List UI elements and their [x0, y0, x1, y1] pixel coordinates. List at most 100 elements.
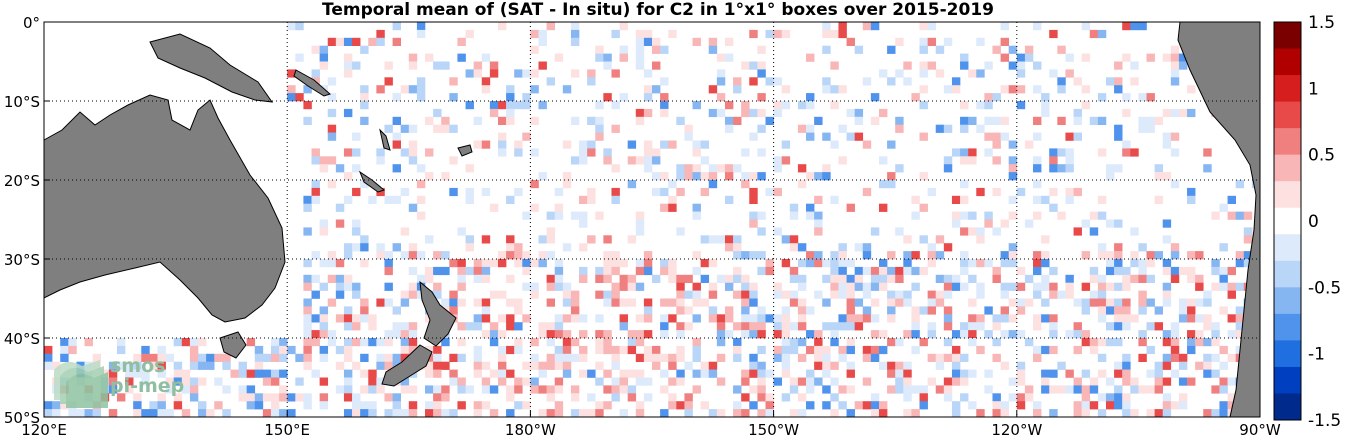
difference-cell: [635, 29, 645, 39]
difference-cell: [789, 322, 799, 331]
difference-cell: [660, 385, 669, 394]
difference-cell: [1081, 330, 1091, 339]
difference-cell: [1162, 259, 1172, 268]
difference-cell: [846, 203, 855, 212]
difference-cell: [903, 259, 912, 268]
difference-cell: [465, 29, 474, 39]
logo-waves-icon: [54, 360, 108, 408]
difference-cell: [554, 274, 564, 283]
difference-cell: [789, 385, 799, 394]
difference-cell: [838, 266, 847, 276]
difference-cell: [530, 282, 539, 291]
difference-cell: [1162, 266, 1172, 276]
difference-cell: [506, 93, 515, 102]
difference-cell: [352, 409, 361, 418]
difference-cell: [1187, 330, 1196, 339]
difference-cell: [797, 180, 807, 189]
colorbar-tick-label: 1.5: [1308, 13, 1335, 33]
difference-cell: [797, 259, 807, 268]
difference-cell: [303, 345, 312, 355]
difference-cell: [862, 140, 872, 149]
difference-cell: [870, 227, 880, 236]
difference-cell: [1008, 393, 1018, 402]
difference-cell: [643, 298, 653, 307]
difference-cell: [878, 282, 888, 291]
difference-cell: [222, 409, 231, 418]
difference-cell: [506, 322, 515, 331]
difference-cell: [425, 148, 434, 157]
difference-cell: [303, 306, 312, 315]
difference-cell: [319, 282, 329, 291]
difference-cell: [400, 377, 410, 386]
difference-cell: [895, 266, 904, 276]
difference-cell: [895, 361, 904, 370]
difference-cell: [352, 322, 361, 331]
difference-cell: [595, 132, 604, 141]
difference-cell: [327, 330, 337, 339]
difference-cell: [1235, 251, 1245, 260]
difference-cell: [984, 385, 993, 394]
difference-cell: [514, 298, 523, 307]
difference-cell: [465, 164, 474, 173]
difference-cell: [603, 259, 612, 268]
difference-cell: [546, 298, 556, 307]
difference-cell: [570, 338, 580, 347]
difference-cell: [408, 85, 418, 94]
difference-cell: [514, 385, 523, 394]
difference-cell: [1065, 187, 1074, 197]
difference-cell: [773, 330, 783, 339]
difference-cell: [757, 45, 766, 54]
difference-cell: [360, 369, 369, 378]
difference-cell: [522, 282, 531, 291]
difference-cell: [1114, 322, 1123, 331]
difference-cell: [668, 353, 677, 362]
difference-cell: [862, 243, 872, 252]
difference-cell: [1016, 401, 1026, 410]
difference-cell: [522, 401, 531, 410]
difference-cell: [570, 298, 580, 307]
difference-cell: [1130, 251, 1139, 260]
difference-cell: [1122, 409, 1131, 418]
difference-cell: [1227, 401, 1236, 410]
difference-cell: [408, 156, 418, 165]
difference-cell: [676, 330, 685, 339]
difference-cell: [489, 203, 499, 212]
difference-cell: [1122, 306, 1131, 315]
difference-cell: [749, 361, 758, 370]
difference-cell: [181, 377, 191, 386]
difference-cell: [279, 338, 288, 347]
difference-cell: [425, 385, 434, 394]
difference-cell: [270, 369, 280, 378]
difference-cell: [960, 53, 969, 62]
difference-cell: [676, 187, 685, 197]
difference-cell: [789, 274, 799, 283]
difference-cell: [603, 401, 612, 410]
difference-cell: [643, 377, 653, 386]
difference-cell: [1243, 235, 1253, 244]
x-axis-ticks: 120°E 150°E 180°W 150°W 120°W 90°W: [21, 411, 1281, 437]
difference-cell: [951, 282, 961, 291]
difference-cell: [643, 93, 653, 102]
difference-cell: [1114, 251, 1123, 260]
difference-cell: [968, 116, 977, 125]
difference-cell: [1081, 251, 1091, 260]
difference-cell: [1000, 330, 1009, 339]
difference-cell: [968, 274, 977, 283]
difference-cell: [538, 235, 547, 244]
difference-cell: [919, 401, 928, 410]
difference-cell: [814, 172, 823, 181]
difference-cell: [854, 45, 864, 54]
difference-cell: [1187, 266, 1196, 276]
difference-cell: [716, 164, 726, 173]
difference-cell: [376, 361, 385, 370]
difference-cell: [870, 22, 880, 31]
difference-cell: [311, 369, 320, 378]
difference-cell: [870, 282, 880, 291]
difference-cell: [473, 345, 483, 355]
difference-cell: [927, 353, 937, 362]
difference-cell: [1114, 85, 1123, 94]
difference-cell: [773, 353, 783, 362]
difference-cell: [660, 259, 669, 268]
difference-cell: [943, 353, 953, 362]
difference-cell: [1162, 353, 1172, 362]
